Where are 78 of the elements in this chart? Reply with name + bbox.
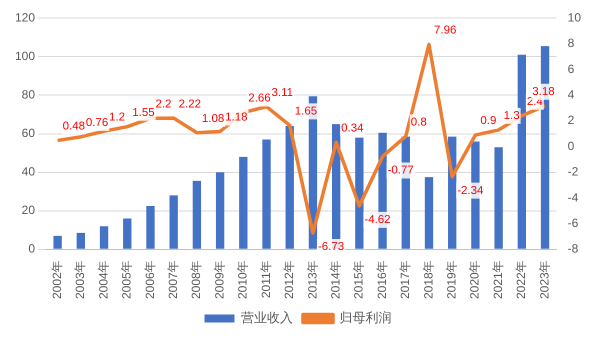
y2-tick-label: 4 <box>568 88 575 102</box>
bar <box>123 218 132 249</box>
x-tick-label: 2019年 <box>444 260 459 300</box>
y2-tick-label: 10 <box>568 10 582 25</box>
data-label: -0.77 <box>388 164 414 177</box>
y2-tick-label: -8 <box>568 242 579 256</box>
bar <box>170 195 178 249</box>
data-label: 1.18 <box>225 112 248 124</box>
data-label: -2.34 <box>457 184 484 197</box>
bar <box>192 180 202 249</box>
bar <box>76 232 86 249</box>
x-tick-label: 2016年 <box>374 260 389 300</box>
x-tick-label: 2023年 <box>537 260 552 300</box>
y-tick-label: 120 <box>14 10 36 25</box>
y2-tick-label: 8 <box>568 36 575 50</box>
y2-tick-label: 0 <box>568 138 575 153</box>
data-label: 0.48 <box>62 120 86 133</box>
x-tick-label: 2020年 <box>468 260 482 300</box>
y2-tick-label: -4 <box>568 190 579 204</box>
y2-tick-label: -2 <box>568 164 579 179</box>
x-tick-label: 2015年 <box>352 260 366 300</box>
y-tick-label: 60 <box>22 126 36 140</box>
bar <box>494 147 503 249</box>
x-tick-label: 2013年 <box>305 260 320 300</box>
data-label: -4.62 <box>364 214 391 226</box>
bar <box>146 206 155 249</box>
x-tick-label: 2021年 <box>490 260 505 300</box>
data-label: 7.96 <box>434 24 456 37</box>
x-tick-label: 2011年 <box>258 260 273 298</box>
y2-tick-label: -6 <box>568 216 579 230</box>
bar <box>355 138 364 249</box>
bar <box>262 140 271 249</box>
x-tick-label: 2022年 <box>514 260 528 300</box>
y2-tick-label: 2 <box>568 113 575 128</box>
x-tick-label: 2017年 <box>398 260 412 300</box>
bar <box>286 126 294 249</box>
data-label: 0.76 <box>86 117 108 130</box>
y-tick-label: 20 <box>22 203 36 218</box>
bar <box>53 236 62 249</box>
y2-tick-label: 6 <box>568 62 575 76</box>
x-tick-label: 2009年 <box>212 260 226 300</box>
y-tick-label: 80 <box>22 88 36 102</box>
bar <box>216 172 224 249</box>
y-tick-label: 0 <box>28 242 36 256</box>
legend-label: 归母利润 <box>340 310 392 326</box>
data-label: 3.11 <box>272 86 294 99</box>
x-tick-label: 2008年 <box>189 260 204 300</box>
x-tick-label: 2005年 <box>120 260 134 300</box>
data-label: 3.18 <box>532 86 555 98</box>
x-tick-label: 2018年 <box>421 260 436 300</box>
y-tick-label: 100 <box>14 49 36 64</box>
data-label: 2.2 <box>155 98 172 111</box>
x-tick-label: 2003年 <box>73 260 88 300</box>
data-label: -6.73 <box>318 241 344 254</box>
data-label: 0.9 <box>480 115 496 128</box>
data-label: 1.08 <box>202 112 224 125</box>
y-tick-label: 40 <box>22 164 36 179</box>
bar <box>100 226 108 249</box>
x-tick-label: 2014年 <box>328 260 342 300</box>
x-tick-label: 2010年 <box>236 260 250 300</box>
x-tick-label: 2002年 <box>50 260 64 300</box>
bar <box>424 177 434 249</box>
data-label: 1.55 <box>132 106 155 119</box>
x-tick-label: 2004年 <box>96 260 110 300</box>
legend-label: 营业收入 <box>241 310 293 326</box>
data-label: 2.4 <box>526 96 544 108</box>
data-label: 2.22 <box>178 98 202 110</box>
data-label: 1.3 <box>504 110 520 122</box>
bar <box>518 54 526 249</box>
x-tick-label: 2012年 <box>282 260 296 300</box>
x-tick-label: 2006年 <box>142 260 157 300</box>
x-tick-label: 2007年 <box>166 260 180 300</box>
bar <box>239 156 248 249</box>
data-label: 2.66 <box>248 92 271 105</box>
data-label: 1.65 <box>294 106 318 118</box>
data-label: 0.34 <box>341 122 364 134</box>
data-label: 1.2 <box>109 111 126 124</box>
data-label: 0.8 <box>410 116 427 128</box>
